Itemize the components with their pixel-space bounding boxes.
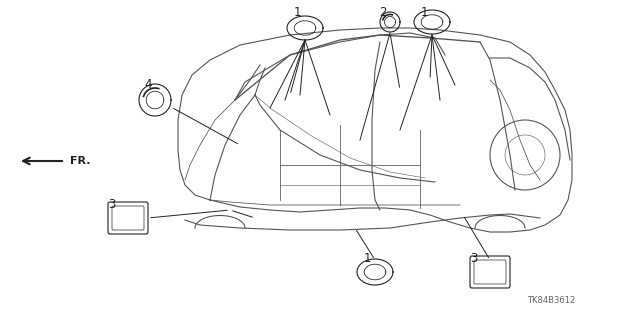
Text: 3: 3: [470, 251, 477, 264]
Text: FR.: FR.: [70, 156, 90, 166]
Text: 1: 1: [293, 6, 301, 19]
Text: TK84B3612: TK84B3612: [527, 296, 575, 305]
Text: 1: 1: [420, 6, 428, 19]
Text: 1: 1: [364, 251, 371, 264]
Text: 4: 4: [144, 78, 152, 92]
Text: 2: 2: [380, 6, 387, 19]
Text: 3: 3: [108, 198, 116, 211]
